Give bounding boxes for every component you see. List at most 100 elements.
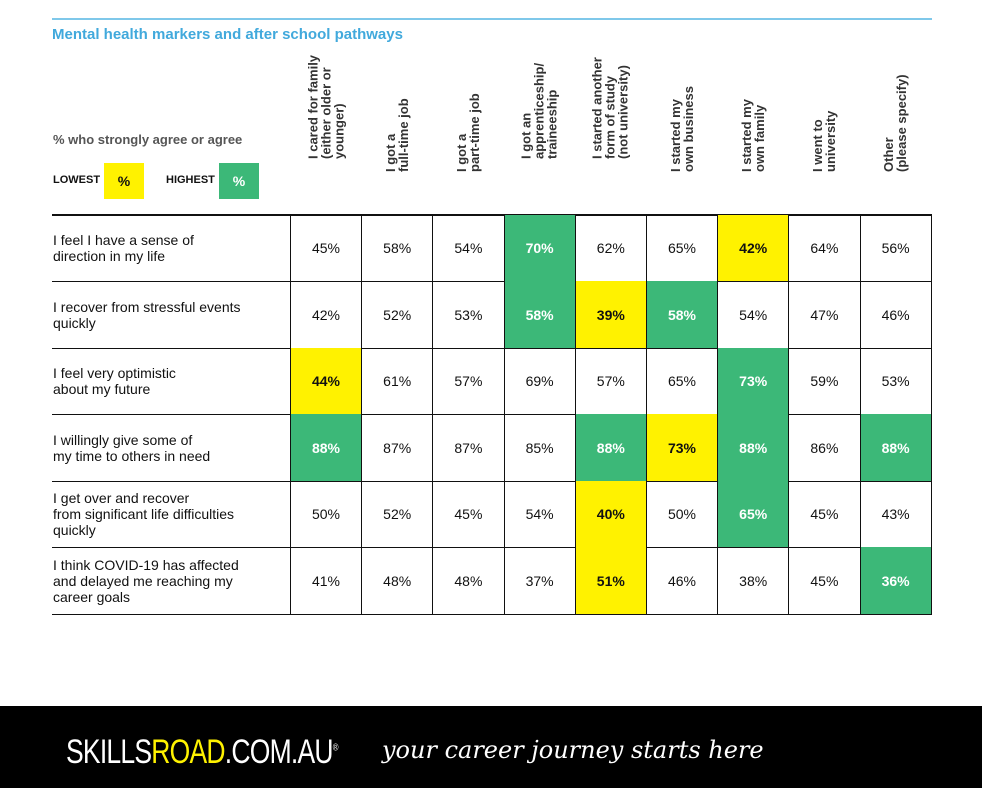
table-cell: 85%: [503, 414, 575, 481]
table-cell: 50%: [646, 481, 717, 547]
table-cell: 87%: [432, 414, 503, 481]
row-label-text: I feel I have a sense of direction in my…: [53, 232, 194, 264]
table-cell: 87%: [361, 414, 432, 481]
table-cell: 58%: [646, 281, 717, 348]
row-label-text: I recover from stressful events quickly: [53, 298, 241, 331]
row-label: I recover from stressful events quickly: [53, 281, 288, 348]
brand-part1: SKILLS: [66, 733, 152, 771]
table-cell: 61%: [361, 348, 432, 414]
table-cell: 54%: [503, 481, 575, 547]
column-header: Other (please specify): [860, 58, 931, 198]
legend-lowest-swatch: %: [104, 163, 144, 199]
column-header: I got a part-time job: [432, 58, 503, 198]
row-label: I feel I have a sense of direction in my…: [53, 215, 288, 281]
column-header-text: I went to university: [809, 110, 838, 172]
footer-bar: [0, 706, 982, 788]
table-cell: 44%: [290, 348, 361, 414]
table-cell: 57%: [574, 348, 646, 414]
column-header: I started my own business: [646, 58, 717, 198]
row-divider: [52, 348, 932, 349]
table-cell: 48%: [361, 547, 432, 614]
table-cell: 50%: [290, 481, 361, 547]
column-header: I went to university: [788, 58, 859, 198]
table-cell: 45%: [432, 481, 503, 547]
table-cell: 59%: [788, 348, 859, 414]
column-header-text: I got a full-time job: [382, 98, 411, 172]
column-header-text: I cared for family (either older or youn…: [305, 54, 346, 159]
table-cell: 86%: [788, 414, 859, 481]
table-cell: 40%: [574, 481, 646, 547]
column-header: I started another form of study (not uni…: [575, 57, 646, 198]
table-cell: 54%: [717, 281, 788, 348]
table-cell: 46%: [646, 547, 717, 614]
row-label: I feel very optimistic about my future: [53, 348, 288, 414]
table-cell: 65%: [646, 215, 717, 281]
table-cell: 41%: [290, 547, 361, 614]
legend-highest-label: HIGHEST: [166, 174, 215, 186]
table-cell: 88%: [574, 414, 646, 481]
table-cell: 70%: [503, 215, 575, 281]
table-cell: 39%: [574, 281, 646, 348]
table-cell: 42%: [717, 215, 789, 281]
table-cell: 43%: [859, 481, 931, 547]
tagline: your career journey starts here: [382, 736, 764, 764]
legend-label: % who strongly agree or agree: [53, 132, 243, 147]
brand-logo[interactable]: SKILLSROAD.COM.AU®: [66, 733, 339, 772]
table-cell: 46%: [859, 281, 931, 348]
table-cell: 53%: [432, 281, 503, 348]
column-header: I started my own family: [717, 58, 788, 198]
column-header-text: I got an apprenticeship/ traineeship: [518, 62, 560, 159]
table-right-border: [931, 214, 932, 614]
row-label: I get over and recover from significant …: [53, 481, 288, 547]
legend-highest-swatch: %: [219, 163, 259, 199]
row-divider: [52, 481, 932, 482]
table-top-border: [52, 214, 932, 216]
table-cell: 64%: [788, 215, 859, 281]
table-cell: 73%: [646, 414, 717, 481]
column-header: I got a full-time job: [361, 58, 432, 198]
top-rule: [52, 18, 932, 20]
brand-mark: ®: [332, 742, 339, 754]
table-cell: 45%: [290, 215, 361, 281]
table-cell: 88%: [859, 414, 931, 481]
column-header: I cared for family (either older or youn…: [290, 55, 361, 198]
table-cell: 54%: [432, 215, 503, 281]
table-cell: 58%: [503, 281, 575, 348]
table-cell: 62%: [574, 215, 646, 281]
table-cell: 37%: [503, 547, 575, 614]
row-divider: [52, 614, 932, 615]
table-cell: 56%: [859, 215, 931, 281]
table-cell: 47%: [788, 281, 859, 348]
table-cell: 88%: [290, 414, 361, 481]
table-cell: 57%: [432, 348, 503, 414]
column-header-text: I started my own business: [667, 86, 696, 172]
row-label-text: I feel very optimistic about my future: [53, 365, 176, 397]
brand-part3: .COM.AU: [224, 733, 334, 771]
column-header-text: I started my own family: [738, 99, 767, 172]
table-cell: 65%: [646, 348, 717, 414]
row-divider: [52, 281, 932, 282]
column-header: I got an apprenticeship/ traineeship: [504, 58, 575, 198]
page-title: Mental health markers and after school p…: [52, 26, 403, 43]
table-cell: 36%: [859, 547, 931, 614]
column-header-text: I got a part-time job: [453, 93, 482, 172]
table-cell: 65%: [717, 481, 789, 547]
table-cell: 88%: [717, 414, 789, 481]
table-cell: 38%: [717, 547, 788, 614]
row-label-text: I willingly give some of my time to othe…: [53, 431, 211, 464]
table-cell: 48%: [432, 547, 503, 614]
table-cell: 58%: [361, 215, 432, 281]
row-label-text: I get over and recover from significant …: [53, 490, 235, 538]
table-cell: 45%: [788, 481, 859, 547]
table-cell: 52%: [361, 481, 432, 547]
table-cell: 69%: [503, 348, 575, 414]
table-cell: 53%: [859, 348, 931, 414]
table-cell: 42%: [290, 281, 361, 348]
column-header-text: Other (please specify): [881, 74, 910, 172]
brand-part2: ROAD: [151, 733, 225, 771]
column-header-text: I started another form of study (not uni…: [589, 57, 631, 159]
row-divider: [52, 547, 932, 548]
table-cell: 52%: [361, 281, 432, 348]
table-cell: 73%: [717, 348, 789, 414]
table-cell: 45%: [788, 547, 859, 614]
